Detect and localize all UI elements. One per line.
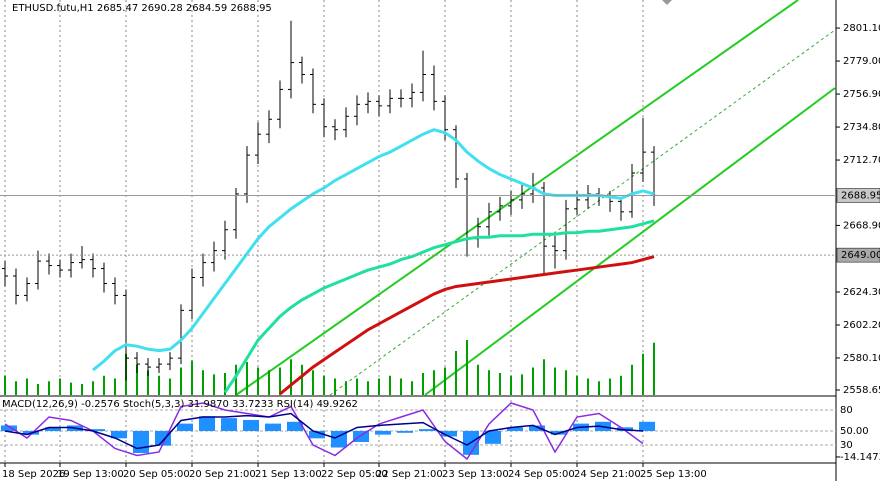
x-tick-label: 19 Sep 13:00 <box>57 469 124 480</box>
macd-bar <box>1 425 17 431</box>
macd-bar <box>265 423 281 431</box>
macd-bar <box>485 430 501 444</box>
y-tick-label: 2668.90 <box>843 220 880 231</box>
channel-upper <box>235 0 799 396</box>
macd-bar <box>309 430 325 439</box>
x-tick-label: 22 Sep 21:00 <box>376 469 443 480</box>
y-tick-label: 30 <box>840 440 853 451</box>
macd-bar <box>89 429 105 431</box>
macd-bar <box>397 430 413 433</box>
x-tick-label: 22 Sep 05:00 <box>321 469 388 480</box>
macd-bar <box>287 421 303 431</box>
y-tick-label: 2558.65 <box>843 385 880 396</box>
y-tick-label: 50.00 <box>840 426 869 437</box>
indicator-title: MACD(12,26,9) -0.2576 Stoch(5,3,3) 31.98… <box>2 399 358 410</box>
macd-bar <box>441 430 457 437</box>
price-bars <box>2 20 657 381</box>
y-tick-label: 2801.10 <box>843 23 880 34</box>
macd-bar <box>353 430 369 442</box>
macd-bar <box>507 427 523 431</box>
y-tick-label: 2734.80 <box>843 122 880 133</box>
y-tick-label: 2624.30 <box>843 287 880 298</box>
chart-title: ETHUSD.futu,H1 2685.47 2690.28 2684.59 2… <box>12 3 272 14</box>
x-tick-label: 25 Sep 13:00 <box>640 469 707 480</box>
y2-tick-label: -14.1473 <box>840 452 880 463</box>
macd-bar <box>221 418 237 431</box>
macd-bar <box>375 430 391 435</box>
channel-lower <box>424 87 836 396</box>
channel <box>235 0 836 396</box>
macd-bar <box>133 430 149 454</box>
macd-bar <box>111 430 127 439</box>
macd-bar <box>199 416 215 431</box>
x-tick-label: 24 Sep 05:00 <box>508 469 575 480</box>
channel-middle <box>329 29 836 396</box>
price-label-box <box>836 188 880 203</box>
macd-bar <box>639 421 655 431</box>
x-tick-label: 23 Sep 13:00 <box>442 469 509 480</box>
price-label-box <box>836 247 880 263</box>
macd-bar <box>331 430 347 448</box>
price-label: 2649.00 <box>841 250 880 261</box>
y-tick-label: 2602.20 <box>843 320 880 331</box>
x-tick-label: 20 Sep 21:00 <box>189 469 256 480</box>
macd-bar <box>177 423 193 431</box>
y-tick-label: 2580.10 <box>843 353 880 364</box>
macd-bar <box>419 429 435 431</box>
y-tick-label: 2756.90 <box>843 89 880 100</box>
y-tick-label: 2712.70 <box>843 155 880 166</box>
x-tick-label: 18 Sep 2026 <box>2 469 65 480</box>
price-label: 2688.95 <box>841 190 880 201</box>
macd-bar <box>529 425 545 431</box>
moving-average <box>223 219 655 394</box>
macd-bar <box>243 419 259 431</box>
oscillator-line <box>4 402 644 461</box>
y-tick-label: 2779.00 <box>843 56 880 67</box>
x-tick-label: 21 Sep 13:00 <box>255 469 322 480</box>
moving-average <box>279 255 655 396</box>
macd-bar <box>45 427 61 431</box>
y-tick-label: 80 <box>840 405 853 416</box>
x-tick-label: 24 Sep 21:00 <box>574 469 641 480</box>
shift-marker <box>662 0 672 5</box>
x-tick-label: 20 Sep 05:00 <box>123 469 190 480</box>
oscillator-line <box>4 412 644 450</box>
